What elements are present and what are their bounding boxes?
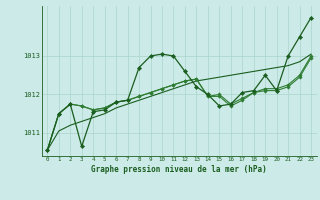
X-axis label: Graphe pression niveau de la mer (hPa): Graphe pression niveau de la mer (hPa) bbox=[91, 165, 267, 174]
